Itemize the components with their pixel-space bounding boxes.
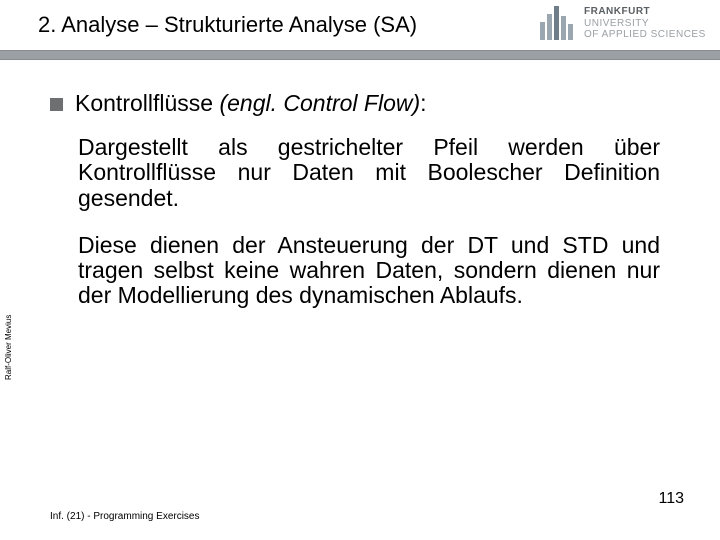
author-vertical: Ralf-Oliver Mevius bbox=[4, 315, 13, 380]
bullet-square-icon bbox=[50, 98, 63, 111]
bullet-item: Kontrollflüsse (engl. Control Flow): bbox=[50, 90, 660, 117]
logo-bars-icon bbox=[538, 2, 578, 42]
logo-line3: OF APPLIED SCIENCES bbox=[584, 29, 706, 41]
page-number: 113 bbox=[658, 490, 684, 508]
bullet-lead: Kontrollflüsse bbox=[75, 90, 219, 116]
bullet-tail: : bbox=[420, 90, 426, 116]
slide-title: 2. Analyse – Strukturierte Analyse (SA) bbox=[38, 12, 417, 38]
logo-line2: UNIVERSITY bbox=[584, 18, 706, 30]
paragraph-2: Diese dienen der Ansteuerung der DT und … bbox=[78, 233, 660, 309]
logo-text: FRANKFURT UNIVERSITY OF APPLIED SCIENCES bbox=[584, 6, 706, 41]
slide: 2. Analyse – Strukturierte Analyse (SA) … bbox=[0, 0, 720, 540]
body-area: Kontrollflüsse (engl. Control Flow): Dar… bbox=[50, 90, 660, 331]
bullet-text: Kontrollflüsse (engl. Control Flow): bbox=[75, 90, 427, 117]
footer-text: Inf. (21) - Programming Exercises bbox=[50, 511, 200, 522]
bullet-paren: (engl. Control Flow) bbox=[219, 90, 420, 116]
header-divider bbox=[0, 50, 720, 60]
paragraph-1: Dargestellt als gestrichelter Pfeil werd… bbox=[78, 135, 660, 211]
logo-line1: FRANKFURT bbox=[584, 6, 706, 18]
